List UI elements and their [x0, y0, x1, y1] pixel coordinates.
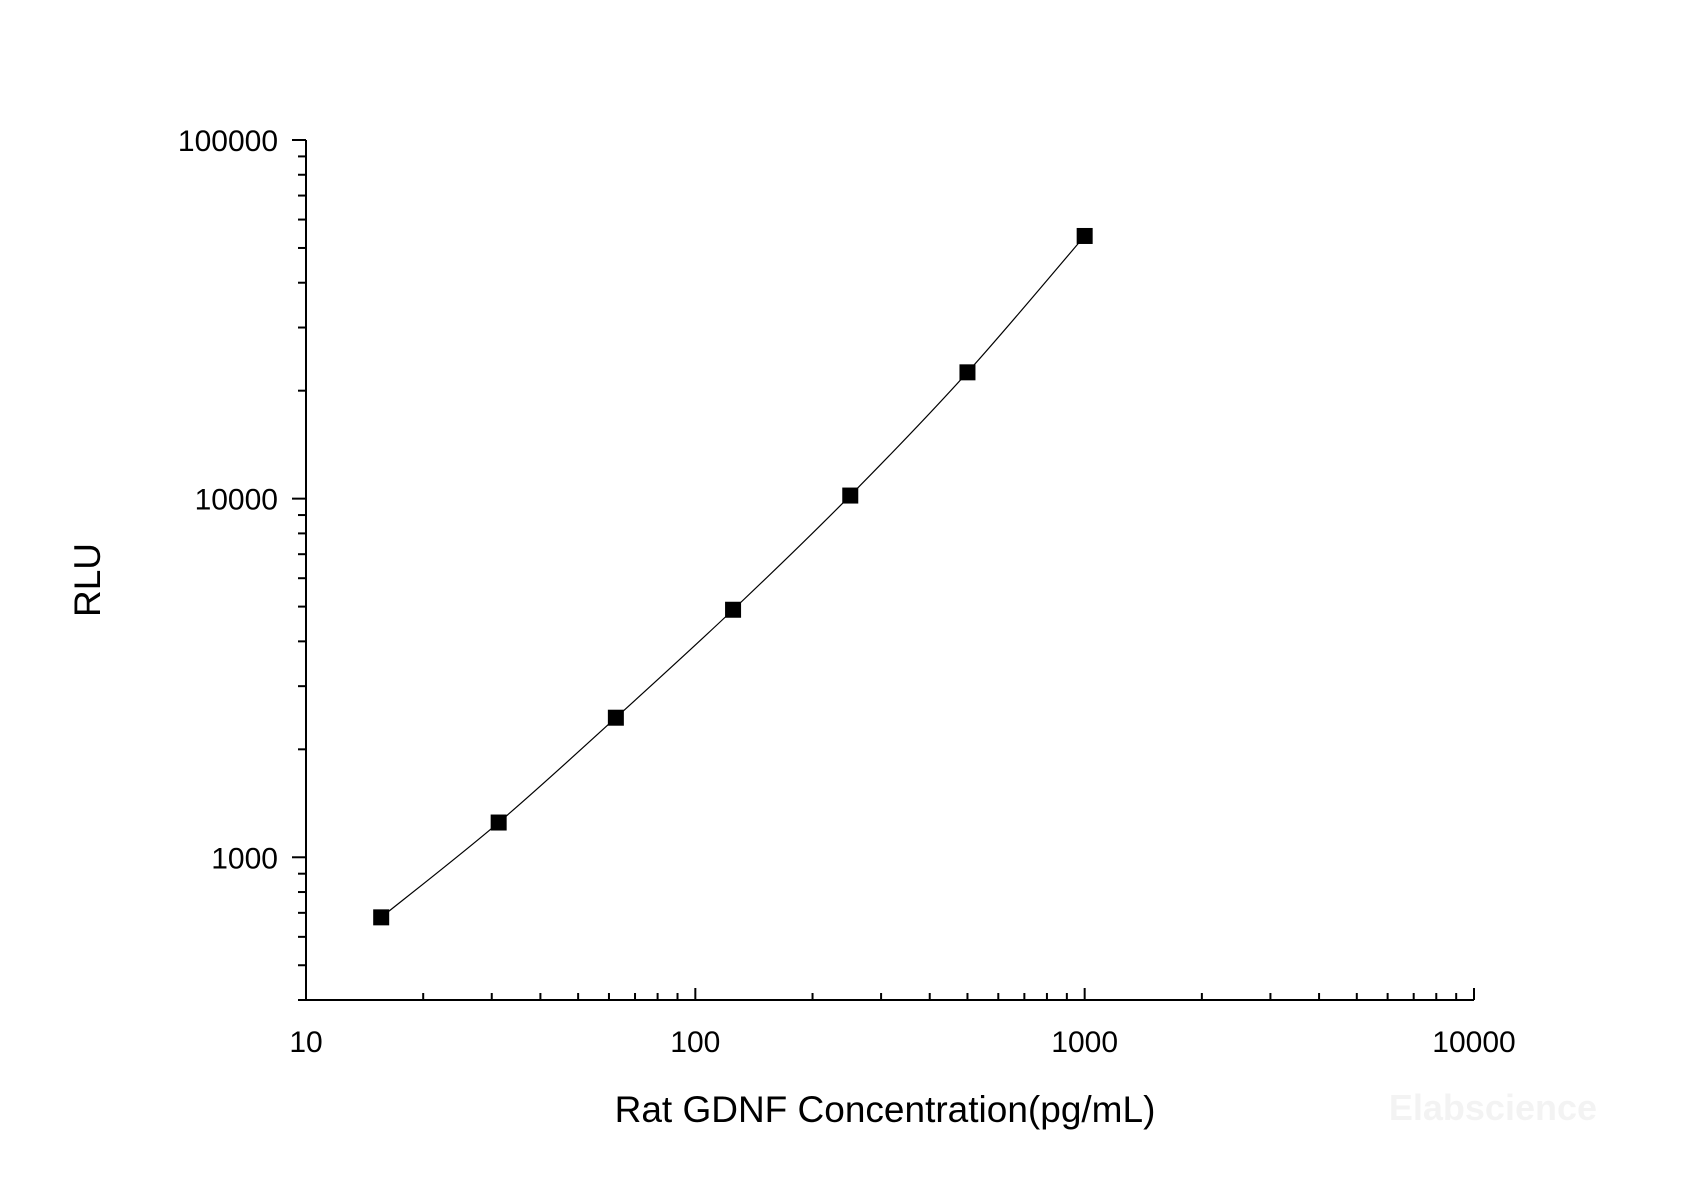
- y-tick-label: 1000: [211, 842, 278, 875]
- x-tick-label: 1000: [1051, 1026, 1118, 1059]
- data-point-marker: [490, 814, 507, 831]
- data-point-marker: [959, 364, 976, 381]
- x-tick-label: 10000: [1432, 1026, 1515, 1059]
- data-point-marker: [607, 709, 624, 726]
- x-tick-label: 10: [289, 1026, 322, 1059]
- x-axis-title: Rat GDNF Concentration(pg/mL): [615, 1089, 1156, 1130]
- fit-curve-layer: [380, 235, 1086, 918]
- y-axis-title: RLU: [67, 543, 108, 617]
- tick-labels-layer: 10 100 1000 10000 1000 10000 100000: [178, 125, 1516, 1059]
- data-point-marker: [842, 487, 859, 504]
- y-tick-label: 100000: [178, 125, 278, 158]
- axes: [292, 139, 1475, 1001]
- fit-curve-line: [380, 235, 1086, 918]
- data-point-marker: [725, 601, 742, 618]
- watermark-logo: Elabscience: [1388, 1087, 1597, 1128]
- data-point-marker: [1076, 227, 1093, 244]
- data-point-marker: [373, 909, 390, 926]
- y-tick-label: 10000: [195, 484, 278, 517]
- x-tick-label: 100: [670, 1026, 720, 1059]
- data-points-layer: [373, 227, 1093, 926]
